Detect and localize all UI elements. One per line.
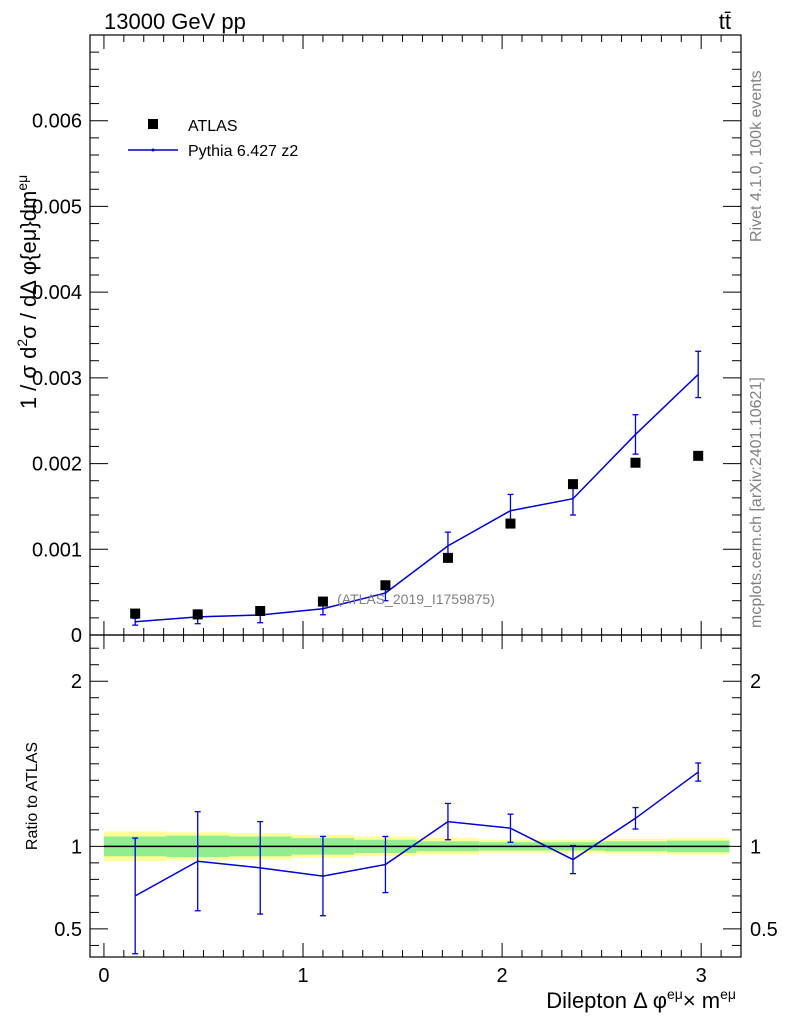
atlas-data-point: [130, 608, 141, 619]
pythia-line: [135, 373, 699, 623]
y-label-part: 2: [14, 339, 30, 347]
main-y-tick-label: 0.002: [32, 454, 82, 476]
main-y-tick-label: 0.003: [32, 368, 82, 390]
x-tick-label: 0: [98, 965, 109, 987]
x-label-part: eμ: [667, 986, 683, 1002]
y-label-part: 1 / σ d: [16, 347, 41, 410]
main-panel: 0 0.001 0.002 0.003 0.004 0.005 0.006 (ATLAS_2…: [14, 34, 742, 647]
analysis-watermark: (ATLAS_2019_I1759875): [337, 591, 495, 607]
main-y-tick-label: 0.006: [32, 111, 82, 133]
ratio-y-tick-label: 2: [71, 671, 82, 693]
atlas-data-point: [505, 518, 516, 529]
mcplots-label: mcplots.cern.ch [arXiv:2401.10621]: [748, 377, 765, 628]
y-label-part: σ / dΔ φ{eμ}dm: [16, 191, 41, 339]
legend-pythia-label: Pythia 6.427 z2: [188, 143, 298, 160]
ratio-line: [134, 771, 699, 897]
atlas-data-point: [317, 596, 328, 607]
x-tick-label: 3: [696, 965, 707, 987]
ratio-axis-ticks: 0 1 2 3 0.5 0.5 1 1 2 2: [54, 635, 778, 987]
rivet-version-label: Rivet 4.1.0, 100k events: [748, 70, 765, 242]
main-plot-content: [130, 350, 704, 626]
atlas-data-point: [567, 479, 578, 490]
atlas-data-point: [255, 606, 266, 616]
main-y-tick-label: 0.004: [32, 282, 82, 304]
ratio-plot-content: [103, 762, 730, 955]
legend-pythia-marker: [151, 148, 155, 152]
ratio-y-tick-label-right: 1: [750, 836, 761, 858]
y-label-part: eμ: [14, 175, 30, 191]
atlas-data-point: [442, 552, 453, 563]
ratio-frame: [89, 634, 742, 958]
main-y-tick-label: 0.001: [32, 539, 82, 561]
legend-atlas-label: ATLAS: [188, 118, 238, 135]
x-tick-label: 1: [297, 965, 308, 987]
atlas-data-point: [630, 457, 641, 468]
energy-label: 13000 GeV pp: [104, 9, 246, 34]
atlas-data-point: [380, 580, 391, 591]
ratio-y-tick-label-right: 2: [750, 671, 761, 693]
x-label-part: × m: [683, 988, 720, 1013]
ratio-panel: 0 1 2 3 0.5 0.5 1 1 2 2 Ratio to ATLAS Dilepton Δ…: [24, 634, 778, 1013]
x-axis-label: Dilepton Δ φeμ× meμ: [546, 986, 736, 1013]
x-label-part: Dilepton Δ φ: [546, 988, 667, 1013]
main-y-tick-label: 0: [71, 625, 82, 647]
ratio-y-tick-label: 0.5: [54, 919, 82, 941]
legend: ATLAS Pythia 6.427 z2: [128, 118, 298, 160]
process-label: tt̄: [719, 9, 731, 34]
ratio-y-tick-label: 1: [71, 836, 82, 858]
main-axis-ticks: 0 0.001 0.002 0.003 0.004 0.005 0.006: [32, 35, 741, 647]
x-tick-label: 2: [497, 965, 508, 987]
x-label-part: eμ: [720, 986, 736, 1002]
main-y-tick-label: 0.005: [32, 196, 82, 218]
main-y-axis-label: 1 / σ d2σ / dΔ φ{eμ}dmeμ: [14, 175, 41, 409]
legend-atlas-marker: [148, 119, 158, 129]
atlas-data-point: [693, 450, 704, 461]
ratio-y-tick-label-right: 0.5: [750, 919, 778, 941]
ratio-y-axis-label: Ratio to ATLAS: [24, 742, 41, 850]
atlas-data-point: [192, 609, 203, 620]
